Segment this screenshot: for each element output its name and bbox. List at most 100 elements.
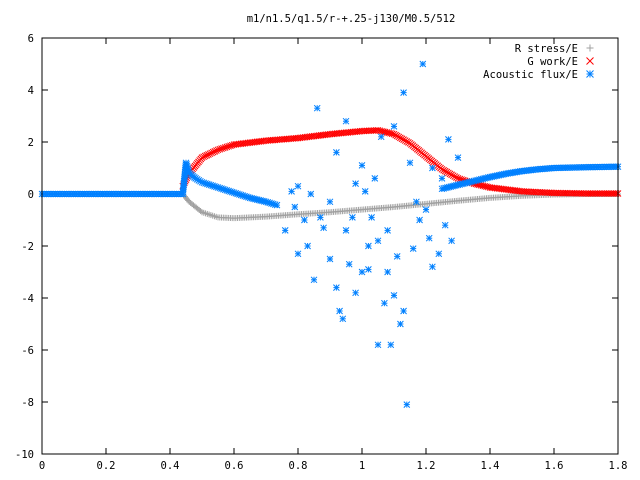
acoustic-flux-marker: [384, 227, 391, 234]
g-work-marker: [388, 130, 396, 138]
acoustic-flux-marker: [352, 289, 359, 297]
y-tick-label: -6: [21, 345, 34, 357]
acoustic-flux-marker: [326, 255, 334, 263]
acoustic-flux-marker: [425, 234, 433, 242]
acoustic-flux-marker: [403, 401, 411, 408]
acoustic-flux-marker: [441, 221, 449, 229]
g-work-marker: [206, 150, 214, 158]
acoustic-flux-marker: [320, 224, 327, 232]
acoustic-flux-marker: [333, 284, 340, 291]
x-tick-label: 0.4: [161, 460, 180, 472]
g-work-marker: [225, 142, 233, 150]
g-work-marker: [198, 154, 206, 161]
acoustic-flux-marker: [336, 307, 343, 315]
acoustic-flux-marker: [419, 60, 427, 68]
g-work-marker: [214, 146, 222, 154]
acoustic-flux-marker: [390, 123, 398, 130]
legend-label: Acoustic flux/E: [483, 69, 578, 81]
acoustic-flux-marker: [342, 227, 350, 234]
legend-r-stress-marker: [586, 44, 594, 52]
y-tick-label: -4: [21, 293, 34, 305]
y-tick-label: 2: [28, 137, 34, 149]
acoustic-flux-marker: [365, 242, 372, 250]
acoustic-flux-marker: [416, 216, 423, 224]
x-tick-label: 1.6: [545, 460, 564, 472]
legend-acoustic-flux-marker: [586, 70, 594, 78]
acoustic-flux-marker: [371, 175, 379, 182]
acoustic-flux-marker: [438, 175, 446, 182]
g-work-marker: [203, 151, 211, 159]
acoustic-flux-marker: [397, 320, 404, 328]
acoustic-flux-marker: [361, 188, 369, 195]
x-tick-label: 1: [359, 460, 365, 472]
g-work-marker: [221, 144, 229, 151]
acoustic-flux-marker: [317, 214, 324, 221]
g-work-marker: [213, 147, 220, 154]
x-tick-label: 0.6: [225, 460, 244, 472]
acoustic-flux-marker: [390, 292, 398, 299]
plot-frame: [41, 37, 619, 455]
acoustic-flux-marker: [288, 188, 295, 195]
acoustic-flux-marker: [384, 268, 391, 276]
acoustic-flux-marker: [326, 198, 334, 206]
g-work-marker: [200, 153, 207, 161]
acoustic-flux-marker: [435, 250, 443, 258]
acoustic-flux-marker: [413, 198, 420, 206]
chart-title: m1/n1.5/q1.5/r-+.25-j130/M0.5/512: [247, 13, 456, 25]
r-stress-marker: [197, 208, 204, 215]
g-work-marker: [456, 175, 464, 183]
acoustic-flux-marker: [393, 253, 401, 260]
acoustic-flux-marker: [333, 149, 340, 156]
acoustic-flux-marker: [377, 133, 385, 141]
g-work-marker: [454, 175, 462, 182]
legend-label: G work/E: [527, 56, 578, 68]
acoustic-flux-marker: [273, 201, 281, 209]
g-work-marker: [219, 144, 227, 152]
acoustic-flux-marker: [387, 341, 395, 349]
g-work-marker: [218, 145, 225, 152]
axes: 0 0.2 0.4 0.6 0.8 1 1.2 1.4 1.6 1.8 6 4 2 0 -2 -4 -6 -8 -1…: [15, 33, 627, 472]
acoustic-flux-marker: [352, 180, 359, 187]
x-tick-label: 0.8: [289, 460, 308, 472]
acoustic-flux-marker: [342, 117, 350, 125]
x-tick-label: 1.2: [417, 460, 436, 472]
y-tick-label: 6: [28, 33, 34, 45]
acoustic-flux-marker: [307, 190, 315, 198]
y-tick-label: -8: [21, 397, 34, 409]
acoustic-flux-marker: [409, 245, 417, 252]
acoustic-flux-marker: [281, 227, 289, 234]
g-work-marker: [205, 151, 212, 158]
legend-label: R stress/E: [515, 43, 578, 55]
g-work-marker: [223, 143, 231, 151]
acoustic-flux-marker: [349, 214, 356, 221]
g-work-marker: [211, 148, 219, 155]
x-tick-label: 0.2: [97, 460, 116, 472]
x-tick-label: 0: [39, 460, 45, 472]
acoustic-flux-marker: [448, 237, 455, 245]
acoustic-flux-marker: [368, 214, 375, 221]
acoustic-flux-marker: [291, 203, 299, 211]
y-tick-label: -2: [21, 241, 34, 253]
g-work-marker: [209, 148, 217, 156]
g-work-marker: [227, 142, 234, 150]
x-tick-label: 1.8: [609, 460, 628, 472]
acoustic-flux-marker: [374, 237, 382, 245]
acoustic-flux-marker: [304, 242, 311, 250]
acoustic-flux-marker: [381, 299, 388, 307]
g-work-marker: [216, 145, 224, 153]
g-work-marker: [201, 152, 209, 160]
acoustic-flux-marker: [313, 104, 321, 112]
g-work-marker: [208, 149, 215, 157]
acoustic-flux-marker: [345, 260, 353, 268]
acoustic-flux-marker: [406, 159, 414, 167]
acoustic-flux-marker: [422, 206, 430, 213]
acoustic-flux-marker: [445, 136, 452, 143]
acoustic-flux-marker: [429, 164, 436, 172]
acoustic-flux-marker: [294, 182, 302, 190]
acoustic-flux-marker: [374, 341, 382, 349]
acoustic-flux-marker: [454, 154, 462, 161]
series-acoustic-flux: [38, 60, 622, 408]
acoustic-flux-marker: [339, 315, 347, 323]
